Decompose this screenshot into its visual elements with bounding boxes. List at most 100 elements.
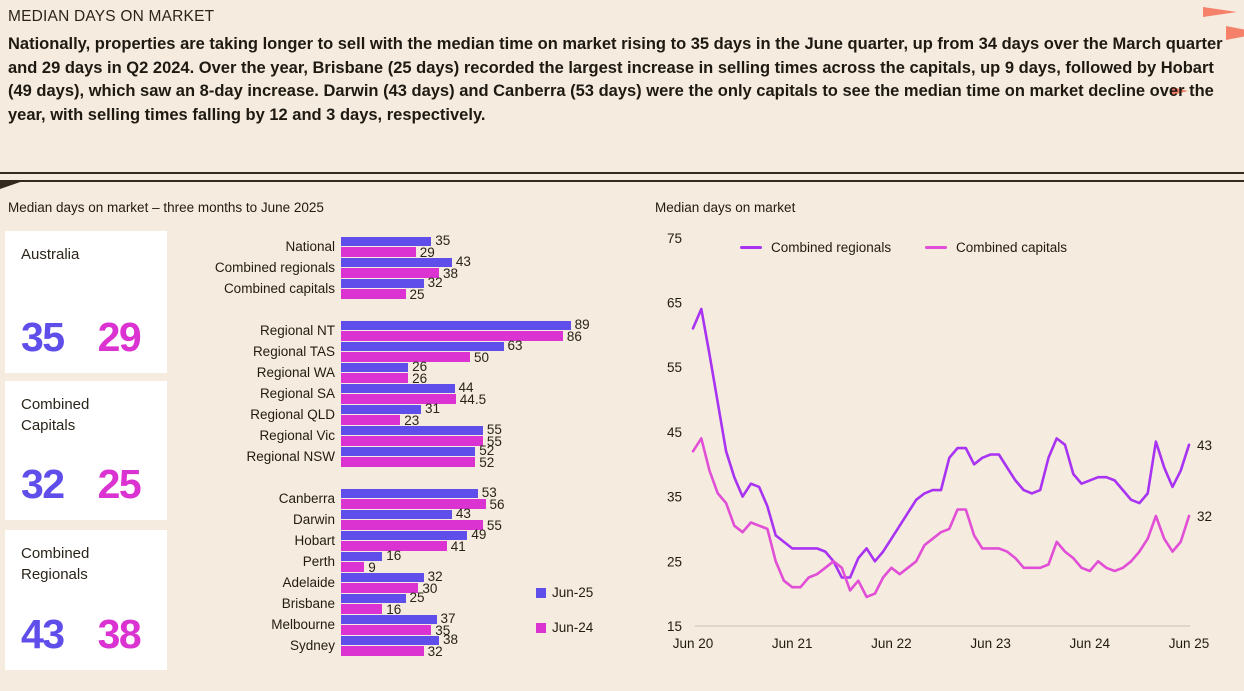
- bar-category-label: Combined capitals: [223, 281, 335, 296]
- bar-jun-25: [341, 404, 421, 414]
- bar-value-label: 35: [435, 232, 451, 248]
- legend-dash-capitals: [925, 246, 947, 249]
- bar-value-label: 55: [486, 517, 502, 533]
- bar-jun-25: [341, 341, 504, 351]
- bar-category-label: Combined regionals: [214, 260, 335, 275]
- bar-jun-25: [341, 446, 476, 456]
- stat-card-label: Combined Regionals: [21, 545, 90, 583]
- bar-value-label: 55: [486, 421, 502, 437]
- bar-row: Regional WA 26 26: [180, 359, 650, 386]
- x-axis-label: Jun 24: [1070, 636, 1111, 651]
- bar-jun-24: [341, 625, 432, 635]
- bar-value-label: 38: [443, 631, 459, 647]
- bar-category-label: Perth: [302, 554, 335, 569]
- bar-category-label: Regional NT: [259, 323, 335, 338]
- y-axis-label: 45: [667, 425, 682, 440]
- bar-legend-item-jun25: Jun-25: [536, 585, 593, 600]
- bar-row: Regional QLD 31 23: [180, 401, 650, 428]
- bar-jun-24: [341, 583, 419, 593]
- bar-row: Canberra 53 56: [180, 484, 650, 512]
- bar-category-label: Regional Vic: [259, 428, 335, 443]
- bar-jun-25: [341, 635, 439, 645]
- line-legend-item-capitals: Combined capitals: [925, 240, 1067, 255]
- bar-jun-24: [341, 499, 486, 509]
- bar-jun-24: [341, 373, 409, 383]
- intro-text: Nationally, properties are taking longer…: [8, 35, 1223, 124]
- bar-value-label: 44: [458, 379, 474, 395]
- bar-jun-25: [341, 593, 406, 603]
- bar-row: Adelaide 32 30: [180, 568, 650, 596]
- bar-value-label: 16: [386, 547, 402, 563]
- bar-value-label: 9: [368, 559, 376, 575]
- bar-value-label: 26: [412, 370, 428, 386]
- bar-row: Combined regionals 43 38: [180, 253, 650, 281]
- bar-value-label: 16: [386, 601, 402, 617]
- bar-row: Regional NT 89 86: [180, 316, 650, 344]
- stat-card-australia: Australia 35 29: [5, 231, 167, 373]
- series-end-label: 43: [1197, 438, 1212, 453]
- stat-card-combined-regionals: Combined Regionals 43 38: [5, 530, 167, 670]
- bar-value-label: 25: [409, 286, 425, 302]
- stat-value-jun24: 38: [97, 611, 142, 657]
- bar-value-label: 53: [481, 484, 497, 500]
- bar-value-label: 43: [455, 253, 471, 269]
- corner-triangle-icon: [1172, 87, 1188, 95]
- page-title: MEDIAN DAYS ON MARKET: [8, 8, 215, 25]
- line-legend-item-regionals: Combined regionals: [740, 240, 891, 255]
- bar-jun-25: [341, 278, 424, 288]
- bar-jun-24: [341, 457, 476, 467]
- bar-category-label: Canberra: [278, 491, 335, 506]
- bar-row: Brisbane 25 16: [180, 589, 650, 617]
- x-axis-label: Jun 22: [871, 636, 912, 651]
- y-axis-label: 75: [667, 231, 682, 246]
- bar-jun-25: [341, 530, 468, 540]
- y-axis-label: 65: [667, 296, 682, 311]
- legend-label: Combined capitals: [956, 240, 1068, 255]
- bar-value-label: 32: [427, 274, 443, 290]
- bar-value-label: 23: [404, 412, 420, 428]
- regionals-series-line: [691, 307, 1191, 579]
- bar-value-label: 56: [489, 496, 505, 512]
- stat-value-jun25: 35: [21, 314, 65, 360]
- stat-card-label: Australia: [21, 246, 80, 263]
- legend-swatch-jun24: [536, 623, 546, 633]
- bar-value-label: 32: [427, 643, 443, 659]
- bar-value-label: 41: [450, 538, 466, 554]
- bar-jun-25: [341, 572, 424, 582]
- bar-jun-24: [341, 268, 439, 278]
- bar-jun-24: [341, 247, 416, 257]
- bar-row: Regional SA 44 44.5: [180, 379, 650, 407]
- bar-chart: National 35 29 Combined regionals 43 38 Combin…: [180, 232, 650, 676]
- bar-category-label: Regional WA: [256, 365, 335, 380]
- x-axis-label: Jun 25: [1169, 636, 1210, 651]
- stat-card-combined-capitals: Combined Capitals 32 25: [5, 381, 167, 520]
- bar-category-label: Regional SA: [259, 386, 335, 401]
- bar-jun-25: [341, 509, 452, 519]
- bar-jun-25: [341, 614, 437, 624]
- bar-row: Regional Vic 55 55: [180, 421, 650, 449]
- bar-row: Regional TAS 63 50: [180, 338, 650, 365]
- bar-jun-25: [341, 320, 571, 330]
- bar-jun-25: [341, 425, 483, 435]
- bar-jun-25: [341, 257, 452, 267]
- bar-jun-24: [341, 646, 424, 656]
- stat-value-jun25: 32: [21, 461, 65, 507]
- bar-jun-25: [341, 551, 383, 561]
- bar-value-label: 37: [440, 610, 456, 626]
- bar-jun-24: [341, 289, 406, 299]
- bar-jun-24: [341, 415, 401, 425]
- y-axis-label: 55: [667, 360, 682, 375]
- line-chart-canvas: 75 65 55 45 35 25 15 Jun 20 Jun 21 Jun 22 Jun 23 Ju…: [667, 231, 1212, 651]
- bar-jun-24: [341, 436, 483, 446]
- y-axis-label: 15: [667, 619, 682, 634]
- bar-category-label: Darwin: [292, 512, 335, 527]
- bar-value-label: 49: [471, 526, 487, 542]
- corner-triangle-icon: [1226, 26, 1244, 40]
- bar-value-label: 32: [427, 568, 443, 584]
- bar-value-label: 89: [574, 316, 590, 332]
- bar-value-label: 50: [474, 349, 490, 365]
- bar-jun-24: [341, 352, 470, 362]
- bar-value-label: 25: [409, 589, 425, 605]
- stat-value-jun24: 25: [97, 461, 142, 507]
- bar-jun-24: [341, 604, 383, 614]
